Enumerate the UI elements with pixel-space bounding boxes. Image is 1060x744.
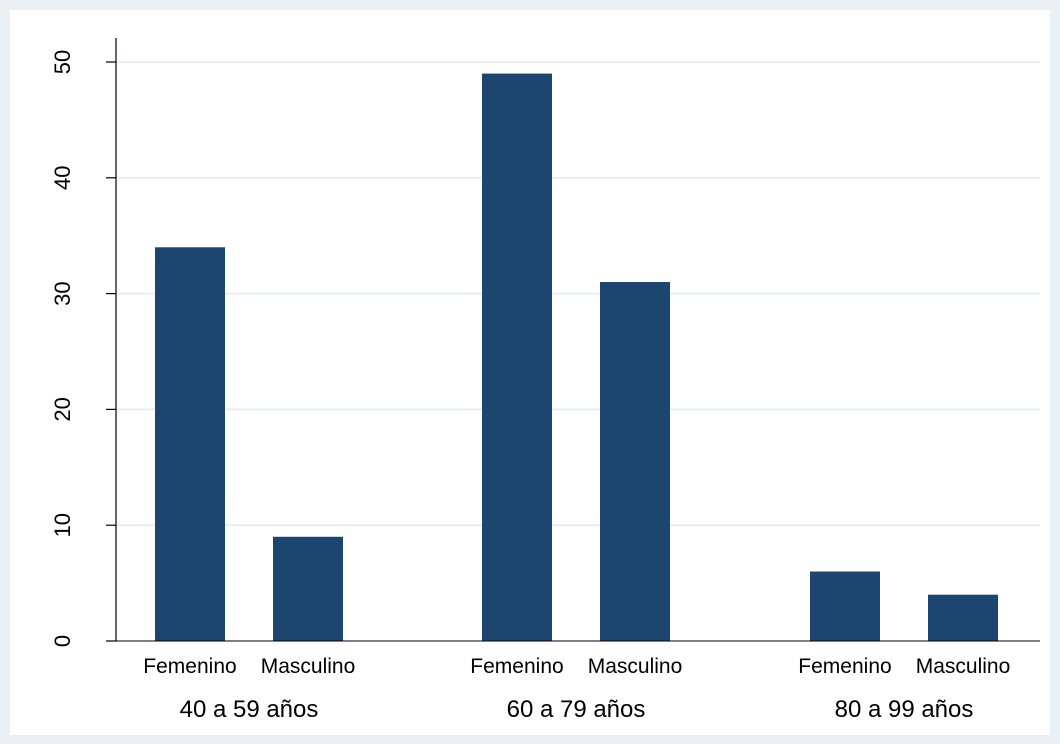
x-axis-labels: Femenino Masculino 40 a 59 años Femenino Mas… [143, 655, 1010, 723]
y-tick-label: 20 [50, 397, 75, 421]
x-category-label: Femenino [798, 655, 891, 678]
y-tick-label: 0 [50, 635, 75, 647]
y-tick-label: 30 [50, 281, 75, 305]
gridlines [116, 61, 1040, 527]
bar [810, 571, 880, 641]
y-tick-label: 10 [50, 513, 75, 537]
x-group-label: 40 a 59 años [180, 696, 319, 723]
bar [155, 247, 225, 641]
bar [273, 536, 343, 641]
y-tick-label: 40 [50, 166, 75, 190]
bar [928, 594, 998, 641]
bars [155, 73, 998, 641]
x-category-label: Masculino [261, 655, 356, 678]
x-group-label: 60 a 79 años [507, 696, 646, 723]
x-category-label: Masculino [588, 655, 683, 678]
y-axis-ticks: 0 10 20 30 40 50 [50, 50, 116, 647]
bar [600, 282, 670, 641]
x-category-label: Femenino [470, 655, 563, 678]
x-category-label: Masculino [916, 655, 1011, 678]
y-tick-label: 50 [50, 50, 75, 74]
bar [482, 73, 552, 641]
x-group-label: 80 a 99 años [835, 696, 974, 723]
x-category-label: Femenino [143, 655, 236, 678]
